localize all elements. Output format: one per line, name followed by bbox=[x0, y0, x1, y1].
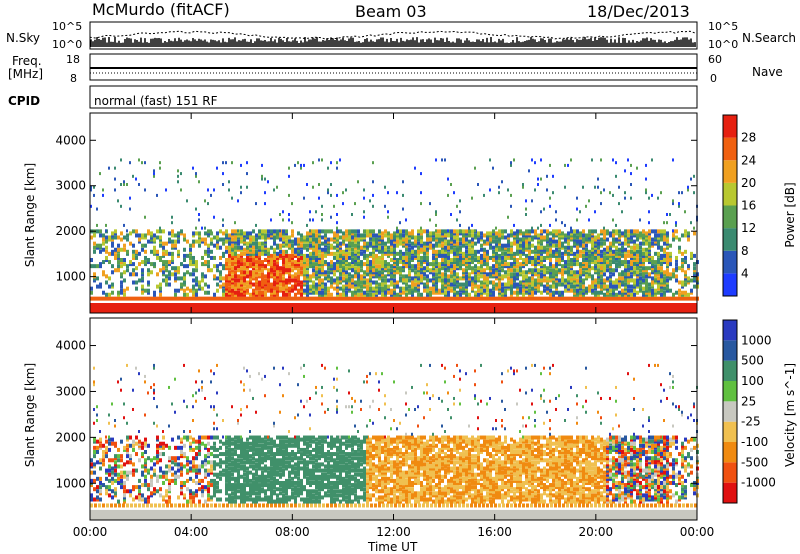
power-colorbar-segment bbox=[723, 205, 737, 229]
velocity-colorbar-tick-label: 100 bbox=[741, 374, 764, 388]
power-ytick-label: 4000 bbox=[55, 133, 86, 147]
velocity-colorbar-tick-label: 1000 bbox=[741, 333, 772, 347]
cpid-panel-frame bbox=[89, 85, 698, 109]
time-xtick-label: 00:00 bbox=[73, 525, 108, 539]
noise-left-tick-bottom: 10^0 bbox=[52, 38, 83, 51]
velocity-colorbar-tick-label: -500 bbox=[741, 455, 768, 469]
time-xtick-label: 16:00 bbox=[477, 525, 512, 539]
velocity-colorbar-label: Velocity [m s^-1] bbox=[783, 362, 797, 468]
time-xtick-label: 20:00 bbox=[579, 525, 614, 539]
velocity-colorbar-segment bbox=[723, 482, 737, 503]
power-colorbar-tick-label: 28 bbox=[741, 131, 756, 145]
cpid-label: CPID bbox=[8, 94, 41, 108]
velocity-colorbar-segment bbox=[723, 442, 737, 463]
power-ytick-label: 1000 bbox=[55, 270, 86, 284]
power-colorbar-segment bbox=[723, 273, 737, 296]
velocity-colorbar-tick-label: 500 bbox=[741, 354, 764, 368]
nsearch-label: N.Search bbox=[742, 31, 797, 45]
date-label: 18/Dec/2013 bbox=[587, 2, 690, 21]
velocity-ylabel: Slant Range [km] bbox=[23, 362, 37, 468]
station-title: McMurdo (fitACF) bbox=[92, 0, 230, 19]
power-colorbar-segment bbox=[723, 160, 737, 183]
velocity-colorbar-segment bbox=[723, 401, 737, 422]
power-colorbar-frame bbox=[722, 114, 738, 297]
nsky-label: N.Sky bbox=[6, 31, 41, 45]
velocity-ytick-label: 4000 bbox=[55, 339, 86, 353]
velocity-colorbar-segment bbox=[723, 421, 737, 442]
noise-right-tick-top: 10^5 bbox=[708, 20, 739, 33]
power-colorbar-label: Power [dB] bbox=[783, 182, 797, 248]
nave-label: Nave bbox=[752, 65, 783, 79]
velocity-colorbar-segment bbox=[723, 360, 737, 381]
velocity-scatter-field bbox=[90, 363, 699, 520]
power-colorbar-tick-label: 8 bbox=[741, 244, 749, 258]
velocity-colorbar-segment bbox=[723, 381, 737, 402]
velocity-ytick-label: 2000 bbox=[55, 430, 86, 444]
time-xtick-label: 12:00 bbox=[376, 525, 411, 539]
power-colorbar-segment bbox=[723, 250, 737, 274]
velocity-colorbar-segment bbox=[723, 462, 737, 483]
velocity-colorbar-tick-label: 25 bbox=[741, 394, 756, 408]
freq-left-tick-bottom: 8 bbox=[70, 72, 77, 85]
freq-label-line1: Freq. bbox=[12, 54, 42, 68]
power-ytick-label: 2000 bbox=[55, 224, 86, 238]
noise-left-tick-top: 10^5 bbox=[52, 20, 83, 33]
noise-panel-frame bbox=[89, 21, 698, 50]
noise-right-tick-bottom: 10^0 bbox=[708, 38, 739, 51]
noise-search-series bbox=[89, 30, 696, 40]
velocity-ytick-label: 3000 bbox=[55, 384, 86, 398]
velocity-colorbar-tick-label: -1000 bbox=[741, 476, 776, 490]
power-colorbar-tick-label: 12 bbox=[741, 221, 756, 235]
noise-sky-series bbox=[90, 37, 696, 47]
power-colorbar-tick-label: 20 bbox=[741, 176, 756, 190]
power-colorbar-segment bbox=[723, 137, 737, 161]
power-colorbar-tick-label: 4 bbox=[741, 266, 749, 280]
power-scatter-field bbox=[90, 158, 699, 313]
beam-label: Beam 03 bbox=[355, 2, 427, 21]
time-xtick-label: 00:00 bbox=[680, 525, 715, 539]
power-colorbar-tick-label: 16 bbox=[741, 199, 756, 213]
velocity-colorbar-segment bbox=[723, 340, 737, 361]
nave-right-tick-bottom: 0 bbox=[710, 72, 717, 85]
time-xlabel: Time UT bbox=[368, 540, 418, 554]
power-ylabel: Slant Range [km] bbox=[23, 162, 37, 268]
velocity-colorbar-frame bbox=[722, 319, 738, 504]
time-xtick-label: 08:00 bbox=[275, 525, 310, 539]
freq-left-tick-top: 18 bbox=[66, 53, 80, 66]
velocity-colorbar-tick-label: -100 bbox=[741, 435, 768, 449]
power-colorbar-segment bbox=[723, 182, 737, 206]
velocity-colorbar-segment bbox=[723, 320, 737, 341]
power-colorbar-segment bbox=[723, 228, 737, 251]
power-colorbar-tick-label: 24 bbox=[741, 153, 756, 167]
cpid-text: normal (fast) 151 RF bbox=[94, 94, 218, 108]
power-colorbar-segment bbox=[723, 115, 737, 138]
velocity-ytick-label: 1000 bbox=[55, 476, 86, 490]
freq-label-line2: [MHz] bbox=[8, 67, 44, 81]
time-xtick-label: 04:00 bbox=[174, 525, 209, 539]
nave-right-tick-top: 60 bbox=[708, 53, 722, 66]
velocity-colorbar-tick-label: -25 bbox=[741, 415, 761, 429]
power-ytick-label: 3000 bbox=[55, 179, 86, 193]
